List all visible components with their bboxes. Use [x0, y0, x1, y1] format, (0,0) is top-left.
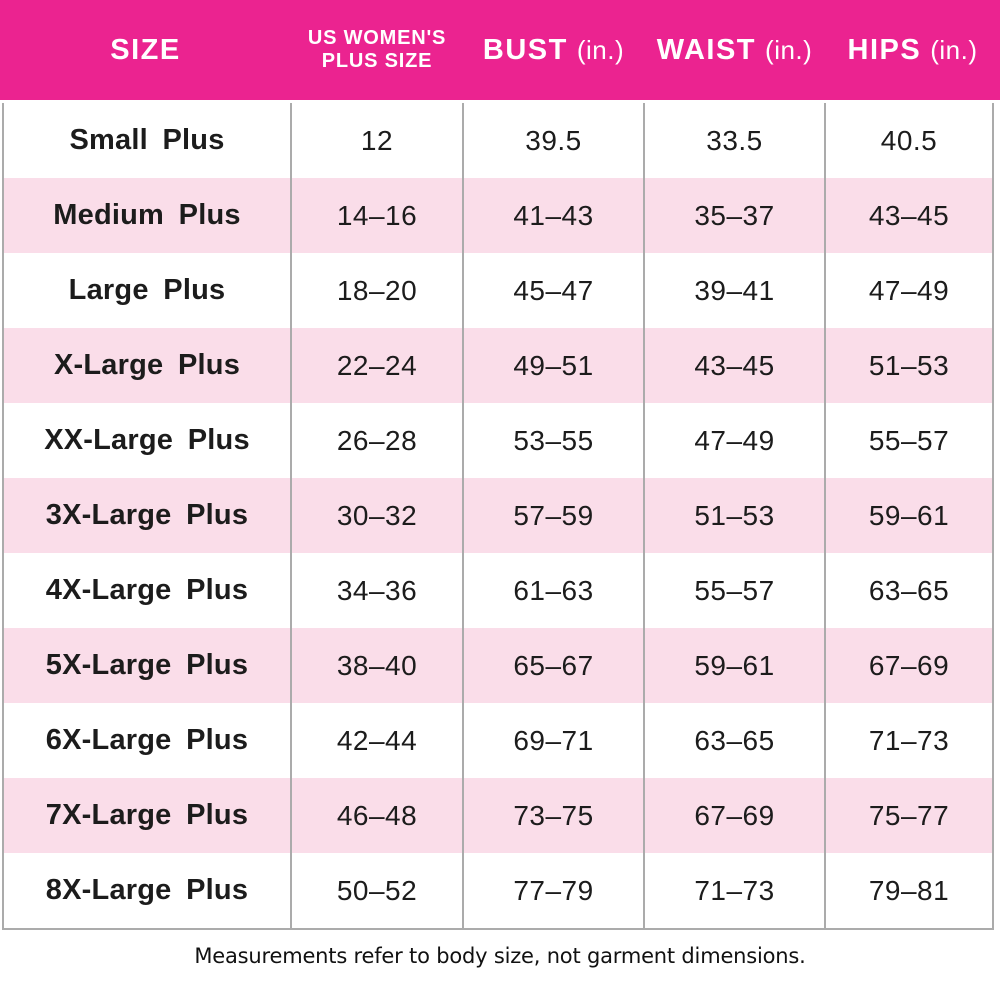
table-header: SIZE US WOMEN'S PLUS SIZE BUST (in.) WAI… [0, 0, 1000, 100]
cell-bust: 65–67 [462, 628, 643, 703]
cell-size: 3X-Large Plus [45, 499, 249, 531]
table-row: Medium Plus 14–16 41–43 35–37 43–45 [4, 178, 992, 253]
cell-us-plus-size: 46–48 [290, 778, 462, 853]
cell-waist: 63–65 [643, 703, 824, 778]
table-row: 6X-Large Plus 42–44 69–71 63–65 71–73 [4, 703, 992, 778]
table-row: X-Large Plus 22–24 49–51 43–45 51–53 [4, 328, 992, 403]
cell-size: Small Plus [69, 124, 225, 156]
cell-waist: 39–41 [643, 253, 824, 328]
cell-waist: 55–57 [643, 553, 824, 628]
cell-hips: 71–73 [824, 703, 992, 778]
header-bust-unit: (in.) [576, 35, 625, 65]
cell-us-plus-size: 38–40 [290, 628, 462, 703]
cell-size: 7X-Large Plus [45, 799, 249, 831]
cell-us-plus-size: 22–24 [290, 328, 462, 403]
cell-bust: 57–59 [462, 478, 643, 553]
cell-waist: 67–69 [643, 778, 824, 853]
cell-size: XX-Large Plus [44, 424, 250, 456]
cell-bust: 49–51 [462, 328, 643, 403]
cell-hips: 47–49 [824, 253, 992, 328]
table-row: 8X-Large Plus 50–52 77–79 71–73 79–81 [4, 853, 992, 928]
cell-us-plus-size: 42–44 [290, 703, 462, 778]
cell-us-plus-size: 14–16 [290, 178, 462, 253]
table-row: 4X-Large Plus 34–36 61–63 55–57 63–65 [4, 553, 992, 628]
cell-hips: 63–65 [824, 553, 992, 628]
cell-bust: 73–75 [462, 778, 643, 853]
cell-hips: 79–81 [824, 853, 992, 928]
table-row: Small Plus 12 39.5 33.5 40.5 [4, 103, 992, 178]
cell-bust: 69–71 [462, 703, 643, 778]
cell-hips: 59–61 [824, 478, 992, 553]
header-plus-size-line2: PLUS SIZE [321, 50, 433, 72]
cell-waist: 35–37 [643, 178, 824, 253]
cell-us-plus-size: 18–20 [290, 253, 462, 328]
table-row: 3X-Large Plus 30–32 57–59 51–53 59–61 [4, 478, 992, 553]
cell-size: Large Plus [68, 274, 226, 306]
cell-us-plus-size: 12 [290, 103, 462, 178]
measurement-note: Measurements refer to body size, not gar… [194, 944, 806, 968]
header-hips-label: HIPS [847, 33, 922, 66]
header-hips-unit: (in.) [930, 35, 978, 65]
cell-bust: 77–79 [462, 853, 643, 928]
header-bust-label: BUST [482, 33, 568, 66]
cell-hips: 40.5 [824, 103, 992, 178]
cell-us-plus-size: 26–28 [290, 403, 462, 478]
table-row: 7X-Large Plus 46–48 73–75 67–69 75–77 [4, 778, 992, 853]
cell-size: 8X-Large Plus [45, 874, 249, 906]
header-plus-size-line1: US WOMEN'S [307, 27, 447, 49]
cell-waist: 71–73 [643, 853, 824, 928]
header-waist-label: WAIST [656, 33, 757, 66]
table-body: Small Plus 12 39.5 33.5 40.5 Medium Plus… [2, 103, 994, 930]
cell-us-plus-size: 34–36 [290, 553, 462, 628]
header-hips: HIPS (in.) [825, 33, 1000, 66]
cell-hips: 75–77 [824, 778, 992, 853]
cell-size: 6X-Large Plus [45, 724, 249, 756]
header-size: SIZE [0, 33, 291, 66]
cell-waist: 47–49 [643, 403, 824, 478]
cell-us-plus-size: 30–32 [290, 478, 462, 553]
cell-size: X-Large Plus [53, 349, 241, 381]
cell-size: Medium Plus [53, 199, 241, 231]
table-row: 5X-Large Plus 38–40 65–67 59–61 67–69 [4, 628, 992, 703]
header-waist: WAIST (in.) [644, 33, 825, 66]
cell-size: 4X-Large Plus [45, 574, 249, 606]
cell-bust: 41–43 [462, 178, 643, 253]
header-bust: BUST (in.) [463, 33, 644, 66]
cell-bust: 61–63 [462, 553, 643, 628]
cell-hips: 55–57 [824, 403, 992, 478]
cell-bust: 53–55 [462, 403, 643, 478]
table-row: Large Plus 18–20 45–47 39–41 47–49 [4, 253, 992, 328]
cell-waist: 33.5 [643, 103, 824, 178]
cell-bust: 45–47 [462, 253, 643, 328]
cell-waist: 59–61 [643, 628, 824, 703]
cell-us-plus-size: 50–52 [290, 853, 462, 928]
cell-bust: 39.5 [462, 103, 643, 178]
cell-hips: 67–69 [824, 628, 992, 703]
cell-size: 5X-Large Plus [45, 649, 249, 681]
cell-waist: 43–45 [643, 328, 824, 403]
cell-hips: 43–45 [824, 178, 992, 253]
cell-waist: 51–53 [643, 478, 824, 553]
table-row: XX-Large Plus 26–28 53–55 47–49 55–57 [4, 403, 992, 478]
header-us-womens-plus-size: US WOMEN'S PLUS SIZE [291, 27, 463, 73]
header-waist-unit: (in.) [765, 35, 813, 65]
cell-hips: 51–53 [824, 328, 992, 403]
header-size-label: SIZE [110, 33, 181, 66]
